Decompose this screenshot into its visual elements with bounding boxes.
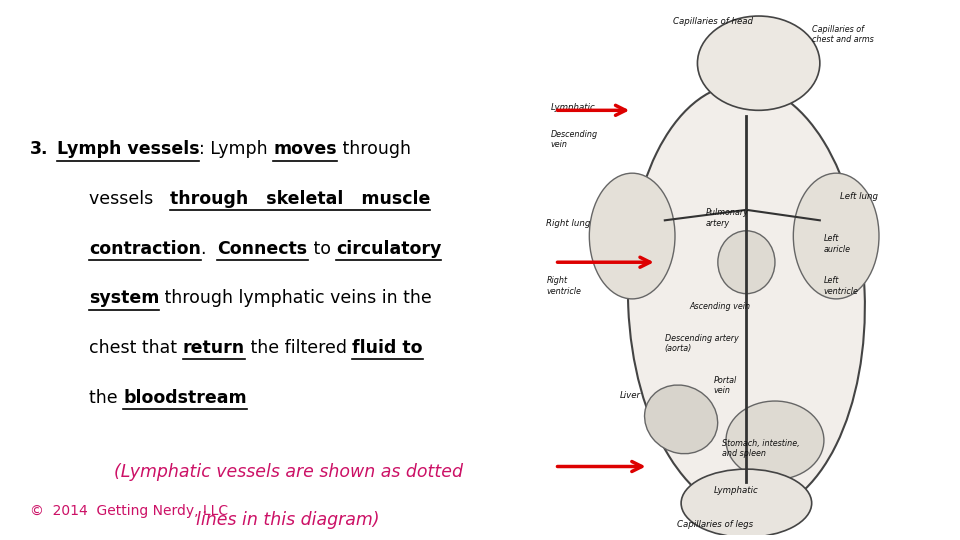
Text: Lymphatic: Lymphatic (713, 485, 758, 495)
Text: Right lung: Right lung (546, 219, 590, 227)
Text: Lymph vessels: Lymph vessels (57, 140, 199, 158)
Text: contraction: contraction (89, 240, 201, 258)
Ellipse shape (628, 84, 865, 514)
Text: Left
ventricle: Left ventricle (824, 276, 859, 296)
Text: Left
auricle: Left auricle (824, 234, 851, 254)
Text: Descending
vein: Descending vein (550, 130, 598, 149)
Text: : Lymph: : Lymph (199, 140, 274, 158)
Text: vessels: vessels (89, 190, 170, 208)
Text: lines in this diagram): lines in this diagram) (196, 510, 380, 529)
Text: Pulmonary
artery: Pulmonary artery (706, 208, 749, 227)
Text: the filtered: the filtered (245, 339, 352, 357)
Text: chest that: chest that (89, 339, 182, 357)
Text: through   skeletal   muscle: through skeletal muscle (170, 190, 430, 208)
Text: .: . (201, 240, 218, 258)
Ellipse shape (697, 16, 820, 110)
Ellipse shape (644, 385, 718, 454)
Text: Capillaries of
chest and arms: Capillaries of chest and arms (812, 25, 874, 44)
Text: ©  2014  Getting Nerdy, LLC: © 2014 Getting Nerdy, LLC (30, 504, 228, 518)
Text: the: the (89, 389, 123, 407)
Text: Capillaries of legs: Capillaries of legs (677, 519, 754, 529)
Text: Stomach, intestine,
and spleen: Stomach, intestine, and spleen (722, 438, 800, 458)
Text: Ascending vein: Ascending vein (689, 302, 751, 312)
Text: moves: moves (274, 140, 337, 158)
Text: return: return (182, 339, 245, 357)
Text: Lymphatic: Lymphatic (550, 103, 595, 112)
Text: to: to (307, 240, 336, 258)
Text: bloodstream: bloodstream (123, 389, 247, 407)
Ellipse shape (793, 173, 879, 299)
Ellipse shape (726, 401, 824, 480)
Text: through lymphatic veins in the: through lymphatic veins in the (159, 289, 432, 307)
Ellipse shape (718, 231, 775, 294)
Text: Connects: Connects (218, 240, 307, 258)
Text: through: through (337, 140, 411, 158)
Text: fluid to: fluid to (352, 339, 422, 357)
Text: circulatory: circulatory (336, 240, 442, 258)
Text: Portal
vein: Portal vein (713, 376, 737, 395)
Ellipse shape (589, 173, 675, 299)
Ellipse shape (682, 469, 811, 537)
Text: (Lymphatic vessels are shown as dotted: (Lymphatic vessels are shown as dotted (113, 463, 463, 481)
Text: Capillaries of head: Capillaries of head (673, 17, 753, 26)
Text: Right
ventricle: Right ventricle (546, 276, 582, 296)
Text: Left lung: Left lung (840, 192, 878, 201)
Text: Descending artery
(aorta): Descending artery (aorta) (664, 334, 738, 353)
Text: 3.: 3. (30, 140, 48, 158)
Text: Liver: Liver (620, 392, 641, 401)
Text: system: system (89, 289, 159, 307)
